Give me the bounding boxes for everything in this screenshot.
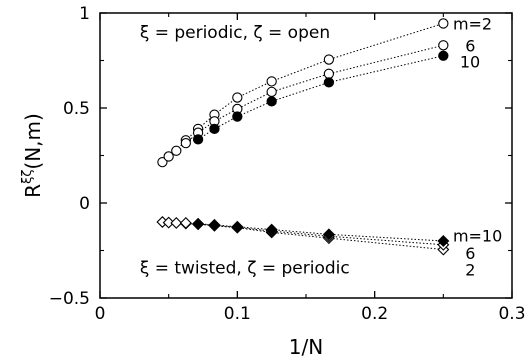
tick-labels: 0 0.1 0.2 0.3−0.500.51 [49,4,525,324]
series-line-periodic-open-m10 [197,55,444,140]
data-point-twisted-periodic-m6 [179,216,192,229]
data-points [156,18,450,256]
series-line-periodic-open-m6 [185,44,444,144]
data-point-periodic-open-m10 [438,50,449,61]
series-line-periodic-open-m2 [162,22,444,163]
series-label: m=2 [453,14,492,33]
annotations: ξ = periodic, ζ = open ξ = twisted, ζ = p… [140,23,350,279]
x-tick-label: 0.3 [498,304,525,324]
y-axis-title-main: R [21,184,45,198]
x-tick-label: 0 [95,304,106,324]
series-label: 6 [465,36,475,55]
data-point-periodic-open-m10 [323,77,335,88]
series-lines [162,22,444,251]
axis-ticks [99,12,513,299]
annotation-text: ξ = twisted, ζ = periodic [140,259,350,279]
data-point-twisted-periodic-m10 [192,217,205,230]
y-tick-label: 0 [79,194,90,214]
series-label: 6 [465,244,475,263]
data-point-twisted-periodic-m10 [208,218,221,231]
data-point-periodic-open-m2 [438,18,449,29]
data-point-periodic-open-m2 [266,76,277,87]
data-point-twisted-periodic-m2 [162,216,175,229]
x-tick-label: 0.2 [361,304,388,324]
data-point-periodic-open-m10 [209,123,220,135]
y-tick-label: 1 [79,4,90,24]
data-point-periodic-open-m10 [192,134,204,145]
data-point-periodic-open-m2 [163,151,174,162]
data-point-twisted-periodic-m2 [170,216,183,229]
data-point-periodic-open-m10 [232,111,243,122]
annotation-text: ξ = periodic, ζ = open [140,23,330,43]
data-point-periodic-open-m2 [232,92,243,103]
plot-frame [99,12,513,299]
y-axis-title: Rξζ(N,m) [20,113,45,198]
y-tick-label: −0.5 [49,289,90,309]
data-point-periodic-open-m6 [323,68,335,79]
data-point-periodic-open-m2 [323,54,335,65]
data-point-periodic-open-m2 [157,156,168,168]
x-tick-label: 0.1 [224,304,251,324]
series-line-twisted-periodic-m2 [162,221,444,251]
data-point-twisted-periodic-m10 [322,228,335,241]
series-label: m=10 [453,227,502,246]
series-line-twisted-periodic-m10 [198,223,444,242]
y-axis-title-superscript: ξζ [20,170,35,184]
series-label: 10 [460,52,480,71]
data-point-periodic-open-m2 [171,145,182,156]
series-label: 2 [465,261,475,280]
data-point-twisted-periodic-m10 [437,235,450,247]
series-line-twisted-periodic-m6 [185,222,444,246]
data-point-twisted-periodic-m10 [265,223,278,236]
data-point-twisted-periodic-m10 [231,220,244,233]
data-point-periodic-open-m6 [266,86,277,97]
y-axis-title-args: (N,m) [21,113,45,169]
data-point-periodic-open-m10 [266,96,277,107]
y-tick-label: 0.5 [63,99,90,119]
data-point-periodic-open-m6 [438,40,449,51]
data-point-periodic-open-m6 [180,137,191,149]
x-axis-title: 1/N [289,335,323,359]
